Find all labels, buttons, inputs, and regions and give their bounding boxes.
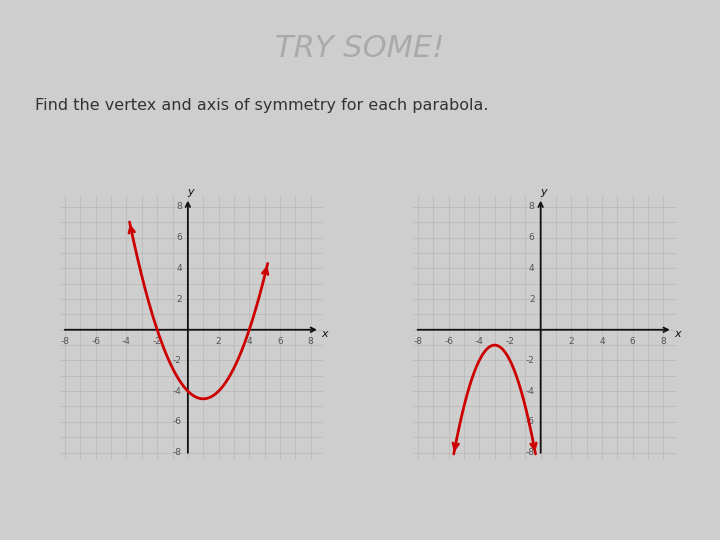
Text: -6: -6 bbox=[444, 336, 453, 346]
Text: -4: -4 bbox=[122, 336, 131, 346]
Text: 4: 4 bbox=[246, 336, 252, 346]
Text: 8: 8 bbox=[528, 202, 534, 212]
Text: 6: 6 bbox=[176, 233, 181, 242]
Text: -8: -8 bbox=[60, 336, 70, 346]
Text: -4: -4 bbox=[474, 336, 484, 346]
Text: -6: -6 bbox=[91, 336, 100, 346]
Text: -8: -8 bbox=[526, 448, 534, 457]
Text: -4: -4 bbox=[173, 387, 181, 396]
Text: 2: 2 bbox=[216, 336, 221, 346]
Text: 6: 6 bbox=[528, 233, 534, 242]
Text: -6: -6 bbox=[173, 417, 181, 427]
Text: 2: 2 bbox=[529, 294, 534, 303]
Text: Find the vertex and axis of symmetry for each parabola.: Find the vertex and axis of symmetry for… bbox=[35, 98, 489, 113]
Text: -6: -6 bbox=[526, 417, 534, 427]
Text: -2: -2 bbox=[526, 356, 534, 365]
Text: y: y bbox=[541, 187, 547, 198]
Text: 8: 8 bbox=[176, 202, 181, 212]
Text: 6: 6 bbox=[277, 336, 283, 346]
Text: 4: 4 bbox=[529, 264, 534, 273]
Text: 4: 4 bbox=[176, 264, 181, 273]
Text: 6: 6 bbox=[630, 336, 636, 346]
Text: -8: -8 bbox=[413, 336, 423, 346]
Text: 8: 8 bbox=[660, 336, 666, 346]
Text: -8: -8 bbox=[173, 448, 181, 457]
Text: x: x bbox=[321, 329, 328, 339]
Text: -2: -2 bbox=[173, 356, 181, 365]
Text: y: y bbox=[188, 187, 194, 198]
Text: 2: 2 bbox=[569, 336, 574, 346]
Text: TRY SOME!: TRY SOME! bbox=[275, 34, 445, 63]
Text: 2: 2 bbox=[176, 294, 181, 303]
Text: x: x bbox=[674, 329, 680, 339]
Text: -2: -2 bbox=[153, 336, 161, 346]
Text: -2: -2 bbox=[505, 336, 514, 346]
Text: 8: 8 bbox=[307, 336, 313, 346]
Text: 4: 4 bbox=[599, 336, 605, 346]
Text: -4: -4 bbox=[526, 387, 534, 396]
